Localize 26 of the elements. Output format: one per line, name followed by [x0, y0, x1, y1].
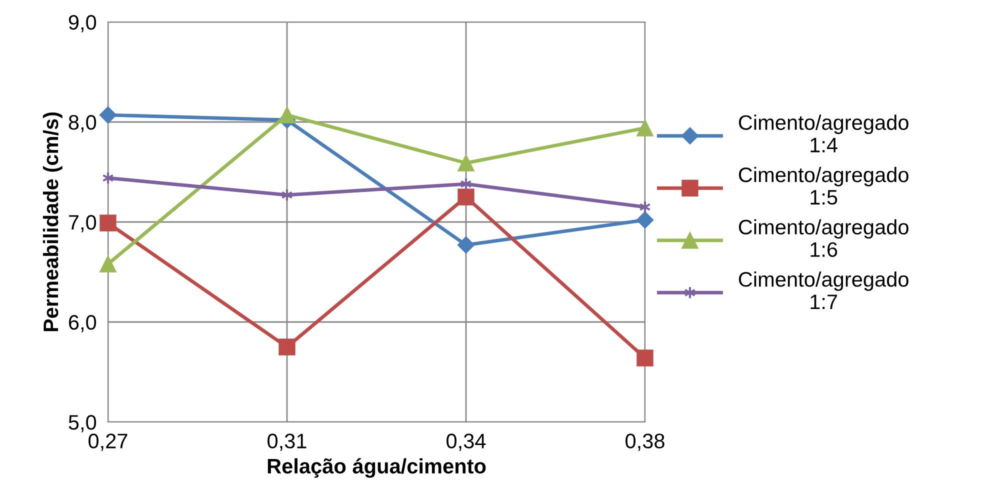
- point: [458, 188, 474, 206]
- x-tick-label: 0,27: [88, 434, 128, 451]
- x-tick-label: 0,31: [268, 434, 306, 451]
- x-axis-title: Relação água/cimento: [268, 458, 486, 478]
- legend-label: Cimento/agregado 1:7: [738, 271, 908, 310]
- point: [100, 256, 116, 272]
- x-tick-label: 0,38: [626, 434, 664, 451]
- legend-label: Cimento/agregado 1:4: [738, 114, 908, 152]
- y-tick-label: 6,0: [68, 315, 96, 332]
- point: [278, 338, 296, 356]
- point: [636, 120, 654, 136]
- y-tick-label: 8,0: [68, 115, 96, 132]
- point: [99, 106, 117, 124]
- point: [457, 236, 475, 254]
- point: [100, 214, 116, 232]
- point: [636, 211, 654, 229]
- y-tick-label: 9,0: [68, 15, 96, 32]
- legend-label: Cimento/agregado 1:5: [738, 166, 908, 205]
- x-tick-label: 0,34: [446, 434, 486, 451]
- y-tick-label: 5,0: [68, 415, 96, 432]
- point: [636, 350, 654, 366]
- y-tick-label: 7,0: [69, 215, 96, 232]
- y-axis-title: Permeabilidade (cm/s): [42, 112, 62, 332]
- point: [458, 154, 474, 172]
- point: [278, 106, 296, 124]
- legend-label: Cimento/agregado 1:6: [738, 219, 908, 257]
